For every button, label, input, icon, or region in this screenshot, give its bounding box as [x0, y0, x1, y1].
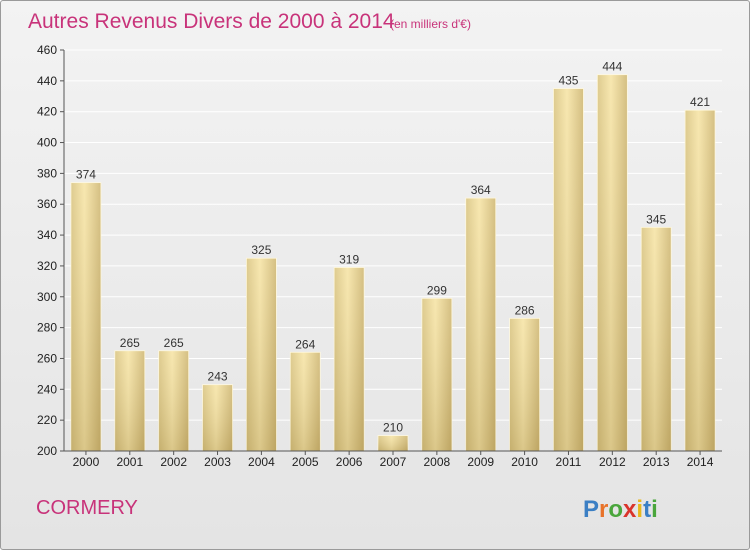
value-label: 364	[471, 183, 491, 197]
y-tick-label: 460	[37, 43, 57, 57]
y-tick-label: 220	[37, 413, 57, 427]
value-label: 265	[120, 336, 140, 350]
bar-shade	[114, 350, 145, 451]
bar-shade	[202, 384, 233, 451]
x-tick-label: 2003	[204, 455, 231, 469]
bar-shade	[246, 258, 277, 451]
y-tick-label: 340	[37, 228, 57, 242]
y-axis: 200 220 240 260 280 300 320 340 360 380 400 420 440 4…	[37, 43, 65, 458]
value-label: 299	[427, 283, 447, 297]
proxiti-logo: Proxiti	[583, 496, 658, 523]
value-label: 264	[295, 337, 315, 351]
value-label: 345	[646, 212, 666, 226]
x-tick-label: 2012	[599, 455, 626, 469]
y-tick-label: 420	[37, 105, 57, 119]
value-label: 210	[383, 421, 403, 435]
value-label: 243	[208, 370, 228, 384]
x-tick-label: 2014	[687, 455, 714, 469]
y-tick-label: 240	[37, 382, 57, 396]
x-tick-label: 2010	[511, 455, 538, 469]
value-label: 444	[602, 60, 622, 74]
value-label: 435	[558, 74, 578, 88]
y-tick-label: 260	[37, 351, 57, 365]
y-tick-label: 320	[37, 259, 57, 273]
value-label: 319	[339, 252, 359, 266]
x-tick-label: 2008	[424, 455, 451, 469]
city-name: CORMERY	[36, 497, 138, 519]
x-tick-label: 2011	[556, 455, 582, 469]
bar-shade	[597, 74, 628, 451]
y-tick-label: 440	[37, 74, 57, 88]
bar-shade	[641, 227, 672, 451]
bar-shade	[509, 318, 540, 451]
y-tick-label: 380	[37, 166, 57, 180]
x-tick-label: 2013	[643, 455, 670, 469]
value-label: 374	[76, 168, 96, 182]
x-tick-label: 2007	[380, 455, 407, 469]
bar-shade	[158, 350, 189, 451]
svg-text:Proxiti: Proxiti	[583, 496, 658, 523]
x-tick-label: 2006	[336, 455, 363, 469]
chart-subtitle: (en milliers d'€)	[390, 17, 471, 31]
value-label: 286	[515, 303, 535, 317]
bar-shade	[290, 352, 321, 451]
bar-shade	[465, 198, 496, 451]
y-tick-label: 360	[37, 197, 57, 211]
chart-title: Autres Revenus Divers de 2000 à 2014	[28, 10, 395, 33]
value-label: 325	[251, 243, 271, 257]
bar-shade	[378, 435, 408, 451]
x-tick-label: 2001	[116, 455, 143, 469]
x-axis: 2000 2001 2002 2003 2004 2005 2006 2007 2008 2009…	[64, 450, 722, 469]
bars: 374 265 265 243 325 264 319 210 299 364 286 435 444 3…	[70, 60, 716, 452]
y-tick-label: 280	[37, 321, 57, 335]
y-tick-label: 300	[37, 290, 57, 304]
x-tick-label: 2002	[160, 455, 187, 469]
x-tick-label: 2005	[292, 455, 319, 469]
bar-shade	[421, 298, 452, 451]
y-tick-label: 200	[37, 444, 57, 458]
bar-shade	[685, 110, 716, 452]
x-tick-label: 2009	[467, 455, 494, 469]
value-label: 421	[690, 95, 710, 109]
bar-shade	[70, 182, 101, 451]
bar-shade	[334, 267, 365, 451]
x-tick-label: 2004	[248, 455, 275, 469]
bar-shade	[553, 88, 584, 452]
y-tick-label: 400	[37, 136, 57, 150]
value-label: 265	[164, 336, 184, 350]
x-tick-label: 2000	[73, 455, 100, 469]
